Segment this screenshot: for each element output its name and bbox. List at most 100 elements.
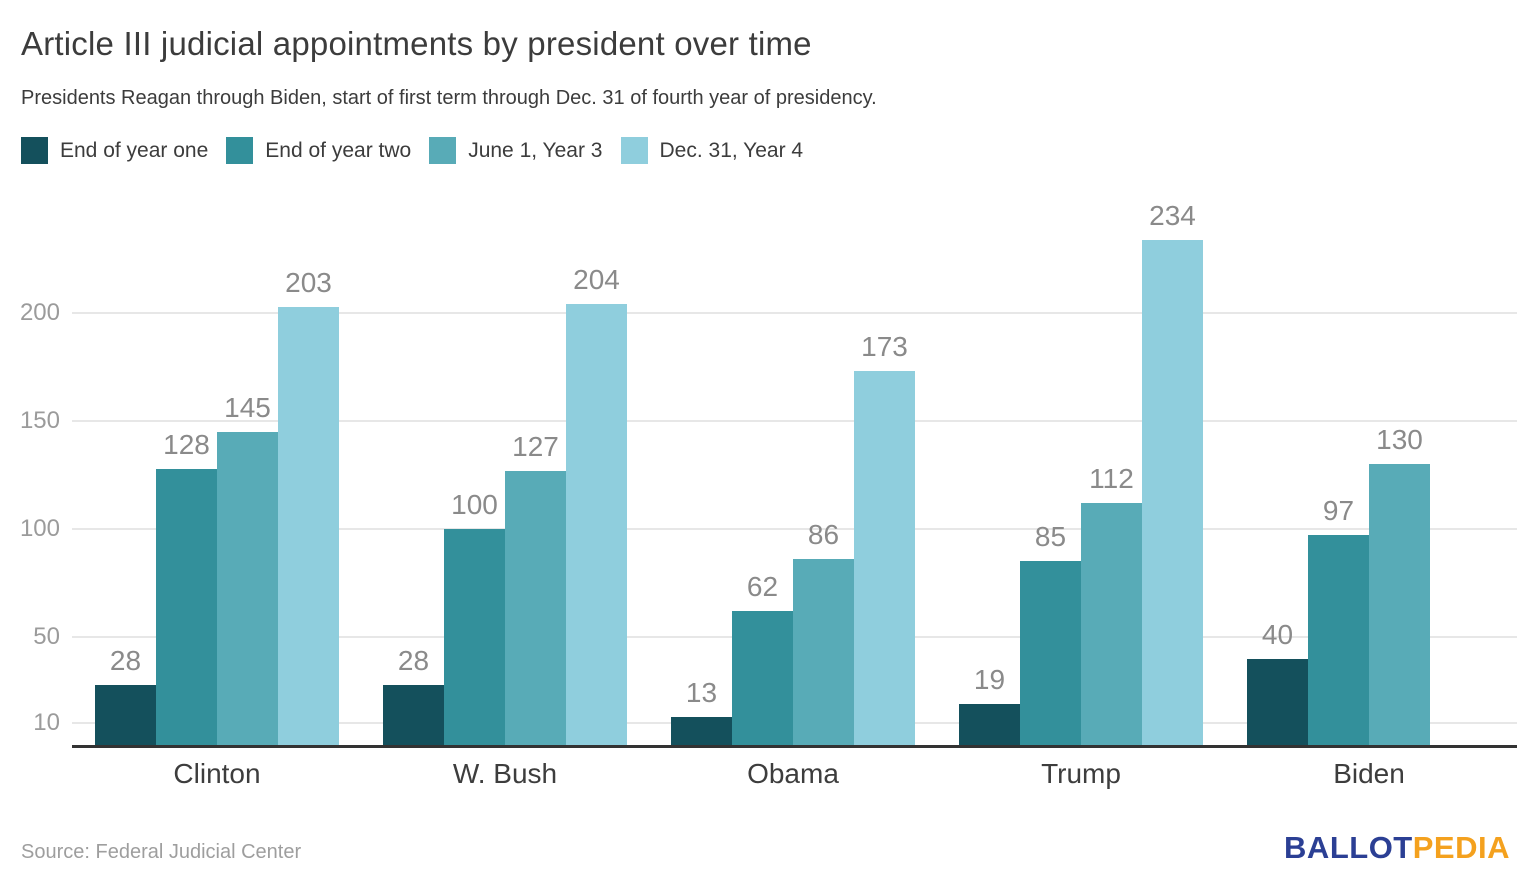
chart-title: Article III judicial appointments by pre… [21, 25, 812, 62]
bar-slot: 86 [793, 185, 854, 745]
value-label: 130 [1376, 424, 1423, 455]
footer: Source: Federal Judicial Center BALLOTPE… [21, 830, 1510, 866]
bar [217, 432, 278, 745]
source-text: Source: Federal Judicial Center [21, 841, 302, 863]
x-axis-line [72, 745, 1517, 748]
bar-slot: 128 [156, 185, 217, 745]
gridline-100 [72, 528, 1517, 530]
bar-slot: 19 [959, 185, 1020, 745]
chart-area: 28 128 145 203 28 100 127 204 13 62 86 173 19 85 112 23… [20, 185, 1517, 790]
legend-item-1: End of year one [21, 137, 208, 164]
bar-slot: 145 [217, 185, 278, 745]
category-label: W. Bush [452, 758, 558, 789]
bar [383, 685, 444, 745]
bar [1369, 464, 1430, 745]
category-label: Obama [747, 758, 839, 789]
bar [671, 717, 732, 745]
legend-swatch-icon [226, 137, 254, 164]
bar-group-biden: 40 97 130 [1247, 185, 1491, 745]
legend-swatch-icon [620, 137, 648, 164]
bar [278, 307, 339, 745]
value-label: 28 [109, 645, 142, 676]
bar-slot: 173 [854, 185, 915, 745]
bar-group-obama: 13 62 86 173 [671, 185, 915, 745]
bar-slot: 234 [1142, 185, 1203, 745]
value-label: 40 [1261, 619, 1294, 650]
bar [793, 559, 854, 745]
plot-area: 28 128 145 203 28 100 127 204 13 62 86 173 19 85 112 23… [20, 185, 1517, 748]
bar-slot: 28 [383, 185, 444, 745]
bar-slot [1430, 185, 1491, 745]
bar-group-w-bush: 28 100 127 204 [383, 185, 627, 745]
value-label: 28 [397, 645, 430, 676]
value-label: 19 [973, 664, 1006, 695]
value-label: 203 [285, 267, 332, 298]
value-label: 127 [512, 431, 559, 462]
x-axis-labels: Clinton W. Bush Obama Trump Biden [72, 758, 1517, 790]
bar [854, 371, 915, 745]
bar [156, 469, 217, 745]
value-label: 204 [573, 264, 620, 295]
bar [959, 704, 1020, 745]
bar-slot: 97 [1308, 185, 1369, 745]
legend-label: June 1, Year 3 [468, 138, 603, 162]
bar-slot: 204 [566, 185, 627, 745]
bar-slot: 28 [95, 185, 156, 745]
value-label: 86 [807, 519, 840, 550]
value-label: 173 [861, 331, 908, 362]
bar-group-clinton: 28 128 145 203 [95, 185, 339, 745]
value-label: 234 [1149, 200, 1196, 231]
bar-slot: 203 [278, 185, 339, 745]
bar-slot: 100 [444, 185, 505, 745]
bar [444, 529, 505, 745]
bar [1142, 240, 1203, 745]
bar-slot: 40 [1247, 185, 1308, 745]
bar-slot: 62 [732, 185, 793, 745]
value-label: 100 [451, 489, 498, 520]
bar [1308, 535, 1369, 745]
legend: End of year one End of year two June 1, Ye… [21, 137, 1515, 164]
bars-row: 28 128 145 203 28 100 127 204 13 62 86 173 19 85 112 23… [72, 185, 1517, 745]
bar-slot: 85 [1020, 185, 1081, 745]
y-axis-label: 200 [19, 299, 60, 326]
bar-slot: 112 [1081, 185, 1142, 745]
value-label: 97 [1322, 495, 1355, 526]
y-axis-label: 50 [33, 623, 60, 650]
bar [95, 685, 156, 745]
value-label: 62 [746, 571, 779, 602]
category-label: Trump [1041, 758, 1121, 789]
value-label: 128 [163, 429, 210, 460]
gridline-150 [72, 420, 1517, 422]
chart-subtitle: Presidents Reagan through Biden, start o… [21, 87, 877, 109]
bar [1020, 561, 1081, 745]
bar-slot: 13 [671, 185, 732, 745]
ballotpedia-logo: BALLOTPEDIA [1284, 830, 1510, 866]
bar-slot: 130 [1369, 185, 1430, 745]
legend-label: Dec. 31, Year 4 [659, 138, 804, 162]
logo-part-ballot: BALLOT [1284, 830, 1413, 865]
legend-swatch-icon [21, 137, 48, 164]
legend-item-3: June 1, Year 3 [429, 137, 603, 164]
bar [732, 611, 793, 745]
bar [1247, 659, 1308, 745]
bar-group-trump: 19 85 112 234 [959, 185, 1203, 745]
bar [1081, 503, 1142, 745]
bar [505, 471, 566, 745]
value-label: 13 [685, 677, 718, 708]
value-label: 85 [1034, 521, 1067, 552]
value-label: 145 [224, 392, 271, 423]
category-label: Clinton [173, 758, 261, 789]
category-label: Biden [1333, 758, 1405, 789]
y-axis-label: 10 [33, 709, 60, 737]
bar-slot: 127 [505, 185, 566, 745]
y-axis-label: 150 [19, 407, 60, 434]
y-axis-label: 100 [19, 515, 60, 542]
legend-swatch-icon [429, 137, 457, 164]
value-label: 112 [1089, 463, 1134, 494]
bar [566, 304, 627, 745]
logo-part-pedia: PEDIA [1412, 830, 1510, 865]
gridline-200 [72, 312, 1517, 314]
legend-item-4: Dec. 31, Year 4 [620, 137, 804, 164]
legend-label: End of year two [265, 138, 412, 162]
